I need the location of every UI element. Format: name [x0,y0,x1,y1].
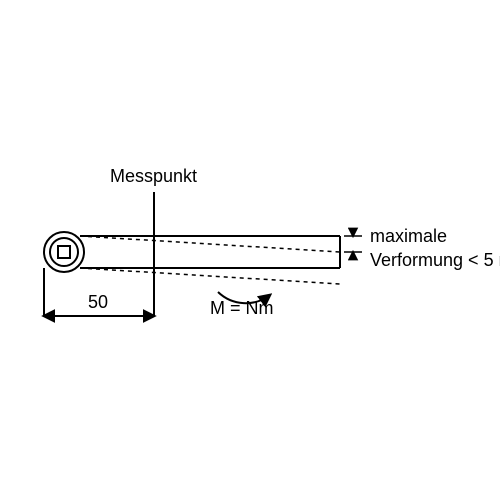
lever-deflected [80,236,340,284]
label-messpunkt: Messpunkt [110,166,197,187]
diagram-canvas: Messpunkt 50 M = Nm maximale Verformung … [0,0,500,500]
label-moment: M = Nm [210,298,274,319]
deflection-ticks [344,228,362,260]
label-maximale: maximale [370,226,447,247]
label-verformung: Verformung < 5 mm [370,250,500,271]
pivot [44,232,84,272]
lever-body [80,236,340,268]
label-dim-50: 50 [88,292,108,313]
